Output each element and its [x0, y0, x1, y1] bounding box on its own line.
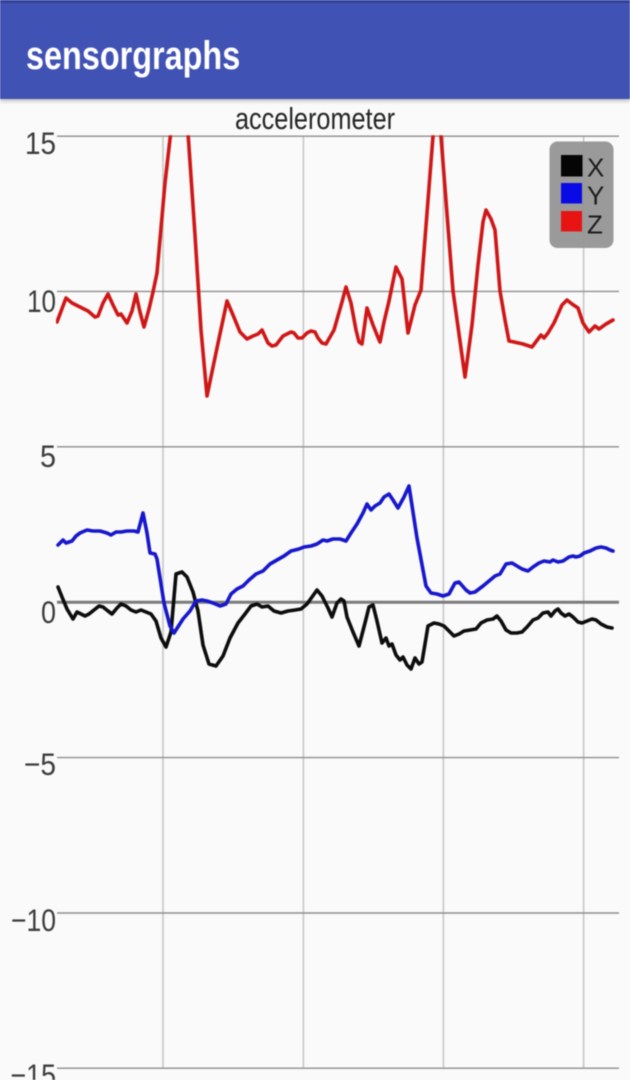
svg-text:−5: −5 [24, 746, 56, 782]
svg-text:−15: −15 [11, 1057, 57, 1080]
svg-text:15: 15 [25, 125, 56, 161]
svg-text:X: X [587, 153, 604, 183]
svg-text:10: 10 [27, 283, 56, 319]
svg-text:Y: Y [587, 181, 604, 211]
svg-text:0: 0 [41, 594, 56, 630]
svg-text:Z: Z [587, 210, 603, 240]
svg-text:5: 5 [40, 438, 56, 474]
svg-text:−10: −10 [11, 902, 56, 938]
